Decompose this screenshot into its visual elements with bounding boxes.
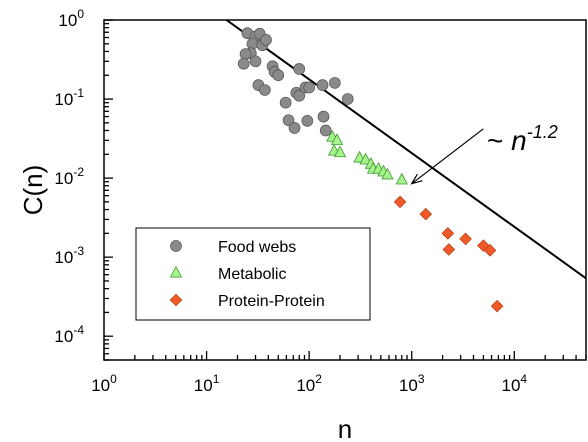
y-tick-label: 10-3 xyxy=(54,244,84,267)
protein-protein-point xyxy=(419,207,433,221)
metabolic-point xyxy=(330,133,344,145)
food-webs-point xyxy=(293,63,306,75)
y-tick-label: 10-4 xyxy=(54,323,84,346)
legend-metabolic-label: Metabolic xyxy=(218,266,286,283)
food-webs-point xyxy=(317,110,330,123)
legend-protein-protein-marker xyxy=(169,293,183,307)
food-webs-point xyxy=(316,79,329,91)
protein-protein-point xyxy=(459,232,472,246)
food-webs-point xyxy=(239,48,252,60)
x-tick-label: 100 xyxy=(91,372,117,395)
x-axis-title: n xyxy=(338,414,352,442)
food-webs-point xyxy=(293,89,306,102)
protein-protein-point xyxy=(483,244,497,257)
legend-food-webs-marker xyxy=(170,240,182,252)
legend-food-webs-label: Food webs xyxy=(218,239,296,256)
food-webs-point xyxy=(272,69,285,82)
food-webs-point xyxy=(303,81,316,94)
annotation-arrowhead xyxy=(410,173,423,185)
food-webs-point xyxy=(237,57,250,70)
legend-metabolic-marker xyxy=(169,265,183,278)
food-webs-point xyxy=(249,55,262,68)
food-webs-point xyxy=(341,93,354,105)
protein-protein-point xyxy=(490,299,504,313)
power-law-annotation: ~ n-1.2 xyxy=(487,122,558,156)
plot-frame xyxy=(103,19,587,361)
protein-protein-point xyxy=(393,195,407,209)
protein-protein-point xyxy=(442,243,456,256)
food-webs-point xyxy=(319,124,332,137)
y-axis-title: C(n) xyxy=(18,165,48,216)
y-tick-label: 10-2 xyxy=(54,165,84,188)
metabolic-point xyxy=(333,145,347,158)
food-webs-point xyxy=(328,77,341,89)
annotation-arrow xyxy=(411,128,484,185)
food-webs-point xyxy=(259,84,271,96)
x-tick-label: 101 xyxy=(194,372,220,395)
food-webs-point xyxy=(301,114,314,127)
x-tick-label: 103 xyxy=(399,372,425,395)
legend-protein-protein-label: Protein-Protein xyxy=(218,293,325,310)
y-tick-label: 100 xyxy=(58,7,84,30)
x-tick-label: 102 xyxy=(296,372,322,395)
food-webs-point xyxy=(260,34,272,46)
food-webs-point xyxy=(288,122,301,134)
food-webs-point xyxy=(282,114,295,127)
food-webs-point xyxy=(279,96,292,109)
metabolic-point xyxy=(381,167,394,180)
protein-protein-point xyxy=(441,227,455,240)
x-tick-label: 104 xyxy=(501,372,527,395)
power-law-fit-line xyxy=(224,20,586,280)
metabolic-point xyxy=(395,172,408,185)
y-tick-label: 10-1 xyxy=(54,86,84,109)
metabolic-point xyxy=(359,152,372,165)
